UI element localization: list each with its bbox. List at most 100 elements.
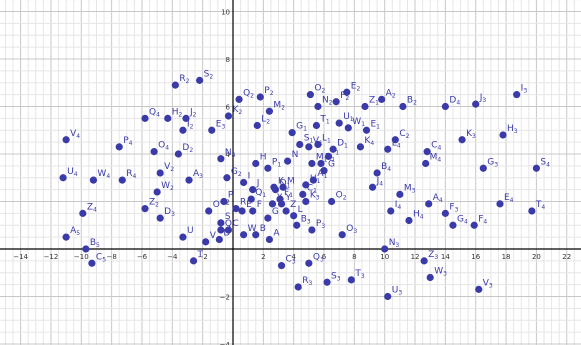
- data-point: A1: [309, 169, 328, 184]
- point-label: S4: [540, 157, 550, 168]
- data-point: B3: [293, 214, 311, 229]
- data-point: U3: [384, 286, 402, 301]
- point-marker: [347, 276, 355, 284]
- data-point: K3: [302, 191, 320, 206]
- point-label: Z3: [428, 250, 438, 261]
- point-label: B3: [301, 214, 311, 225]
- data-point: Q1: [247, 188, 266, 203]
- point-marker: [182, 114, 190, 122]
- y-tick-label: 10: [221, 9, 230, 17]
- point-marker: [373, 169, 381, 177]
- point-marker: [217, 155, 225, 163]
- point-label: B5: [90, 238, 100, 249]
- point-label: D1: [337, 138, 348, 149]
- point-label: J: [256, 179, 260, 189]
- point-marker: [288, 129, 296, 137]
- data-point: O2: [328, 191, 347, 206]
- data-point: T4: [528, 200, 545, 215]
- point-marker: [368, 183, 377, 191]
- data-point: M1: [308, 153, 328, 168]
- point-label: S3: [331, 271, 341, 282]
- point-marker: [208, 126, 216, 134]
- tick-labels: −14 −12 −10 −8 −6 −4 −2 2 4 6 8 10 12 14 16 18 20 22 −4 −2 2…: [13, 9, 571, 345]
- point-label: H4: [413, 210, 424, 221]
- point-label: P: [228, 191, 234, 201]
- data-point: H3: [499, 124, 518, 139]
- point-label: G2: [231, 167, 242, 178]
- data-point: J4: [368, 176, 383, 191]
- point-marker: [361, 102, 369, 111]
- point-marker: [387, 207, 395, 215]
- data-point: L2: [253, 115, 270, 130]
- point-marker: [308, 226, 316, 234]
- point-label: P4: [123, 136, 132, 147]
- data-point: D3: [156, 207, 175, 222]
- x-tick-label: 14: [441, 253, 450, 261]
- point-label: B4: [381, 162, 391, 173]
- data-point: Z3: [420, 250, 438, 265]
- point-marker: [420, 257, 428, 265]
- point-label: V2: [164, 162, 174, 173]
- point-marker: [277, 262, 286, 270]
- data-point: Q: [217, 219, 232, 234]
- data-point: G: [320, 160, 335, 175]
- data-point: I3: [513, 84, 527, 99]
- point-marker: [265, 235, 274, 244]
- point-marker: [276, 195, 284, 203]
- point-marker: [271, 186, 280, 194]
- x-tick-label: 12: [411, 253, 420, 261]
- point-label: U1: [343, 112, 354, 123]
- point-marker: [309, 176, 318, 184]
- x-tick-label: 22: [562, 253, 571, 261]
- point-label: U3: [392, 286, 403, 297]
- point-label: R: [240, 198, 246, 208]
- point-label: O2: [314, 84, 325, 95]
- point-label: E3: [216, 119, 226, 130]
- point-marker: [141, 205, 149, 213]
- point-label: Y: [285, 193, 292, 203]
- data-point: E4: [496, 193, 514, 208]
- point-marker: [423, 148, 431, 156]
- point-marker: [253, 121, 261, 130]
- point-label: W1: [352, 117, 365, 128]
- y-tick-label: 2: [226, 199, 230, 207]
- point-label: O: [213, 200, 220, 210]
- data-point: J2: [182, 107, 197, 122]
- data-point: D4: [441, 96, 460, 111]
- data-point: I: [240, 172, 250, 187]
- data-point: C1: [299, 183, 317, 198]
- point-label: I2: [187, 119, 194, 130]
- point-marker: [88, 259, 96, 267]
- point-marker: [171, 81, 179, 89]
- point-label: H1: [310, 174, 321, 185]
- data-point: B2: [399, 96, 417, 111]
- data-point: V4: [62, 129, 80, 144]
- y-tick-label: 8: [226, 56, 230, 64]
- data-point: B5: [82, 238, 100, 253]
- data-point: N3: [381, 238, 399, 253]
- point-label: H: [260, 153, 267, 163]
- point-marker: [156, 214, 164, 222]
- data-point: O3: [338, 224, 357, 239]
- point-marker: [499, 131, 507, 139]
- data-point: W1: [344, 117, 365, 132]
- point-label: K3: [310, 191, 320, 202]
- point-label: K3: [466, 129, 476, 140]
- point-label: K: [278, 176, 285, 186]
- point-label: M: [287, 176, 295, 186]
- point-label: Q4: [149, 107, 160, 118]
- point-marker: [196, 76, 204, 84]
- point-marker: [384, 145, 392, 153]
- point-marker: [247, 195, 255, 203]
- point-marker: [312, 121, 321, 130]
- data-point: D2: [174, 143, 193, 158]
- point-label: V1: [313, 136, 323, 147]
- point-marker: [240, 231, 248, 239]
- data-point: K4: [356, 136, 374, 151]
- point-marker: [179, 233, 187, 241]
- point-marker: [252, 231, 260, 239]
- data-point: V3: [475, 278, 493, 293]
- point-marker: [335, 119, 343, 127]
- point-label: R1: [325, 153, 335, 164]
- x-tick-label: 20: [532, 253, 541, 261]
